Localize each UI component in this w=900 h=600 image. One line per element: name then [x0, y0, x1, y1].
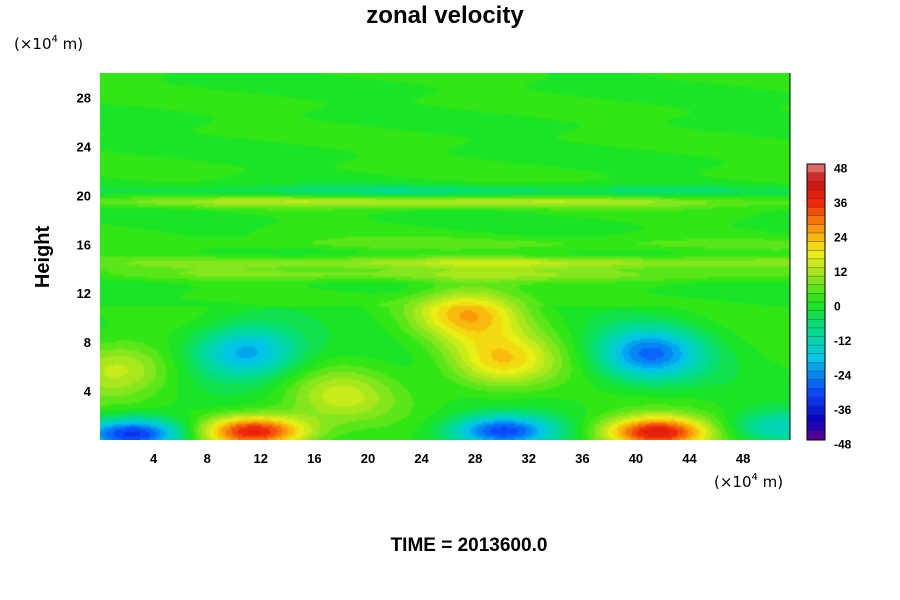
- colorbar-frame: [806, 163, 826, 441]
- colorbar: [806, 163, 826, 441]
- colorbar-tick-label: 48: [834, 161, 848, 175]
- colorbar-swatch: [807, 293, 825, 303]
- colorbar-ticks: 48 36 24 12 0 -12 -24 -36 -48: [834, 161, 852, 451]
- colorbar-tick-label: 24: [834, 230, 848, 244]
- y-axis-ticks: 4 8 12 16 20 24 28: [77, 90, 92, 399]
- colorbar-swatch: [807, 224, 825, 234]
- colorbar-swatch: [807, 267, 825, 277]
- colorbar-swatch: [807, 379, 825, 389]
- time-label: TIME = 2013600.0: [391, 535, 548, 556]
- x-tick-label: 36: [575, 451, 589, 466]
- colorbar-swatch: [807, 327, 825, 337]
- x-axis-unit-exponent: 4: [752, 472, 758, 483]
- y-tick-label: 4: [84, 384, 92, 399]
- x-tick-label: 20: [361, 451, 375, 466]
- colorbar-tick-label: 12: [834, 265, 848, 279]
- x-tick-label: 28: [468, 451, 482, 466]
- colorbar-swatch: [807, 319, 825, 329]
- y-tick-label: 8: [84, 335, 91, 350]
- y-tick-label: 28: [77, 90, 91, 105]
- colorbar-swatch: [807, 371, 825, 381]
- colorbar-tick-label: -12: [834, 334, 852, 348]
- colorbar-swatch: [807, 233, 825, 243]
- x-tick-label: 16: [307, 451, 321, 466]
- colorbar-swatch: [807, 336, 825, 346]
- colorbar-swatch: [807, 414, 825, 424]
- y-axis-unit: (×104 m): [14, 34, 83, 53]
- x-tick-label: 32: [522, 451, 536, 466]
- colorbar-swatch: [807, 362, 825, 372]
- y-tick-label: 12: [77, 286, 91, 301]
- chart-title: zonal velocity: [366, 2, 524, 29]
- plot-area: [100, 73, 791, 440]
- colorbar-swatch: [807, 396, 825, 406]
- x-axis-unit-suffix: m): [758, 473, 783, 491]
- colorbar-swatch: [807, 388, 825, 398]
- colorbar-swatch: [807, 353, 825, 363]
- y-axis-unit-suffix: m): [58, 35, 83, 53]
- y-tick-label: 24: [77, 139, 92, 154]
- colorbar-tick-label: 36: [834, 196, 848, 210]
- colorbar-tick-label: -24: [834, 368, 852, 382]
- colorbar-swatch: [807, 172, 825, 182]
- colorbar-swatch: [807, 207, 825, 217]
- colorbar-tick-label: 0: [834, 299, 841, 313]
- colorbar-swatch: [807, 241, 825, 251]
- colorbar-swatch: [807, 345, 825, 355]
- colorbar-swatch: [807, 189, 825, 199]
- x-tick-label: 12: [254, 451, 268, 466]
- colorbar-swatch: [807, 181, 825, 191]
- colorbar-tick-label: -36: [834, 403, 852, 417]
- colorbar-swatch: [807, 258, 825, 268]
- x-axis-unit-base: (×10: [714, 473, 752, 491]
- y-axis-unit-exponent: 4: [52, 34, 58, 45]
- colorbar-swatch: [807, 302, 825, 312]
- colorbar-swatch: [807, 164, 825, 174]
- x-tick-label: 24: [414, 451, 429, 466]
- y-axis-unit-base: (×10: [14, 35, 52, 53]
- y-tick-label: 16: [77, 237, 91, 252]
- colorbar-swatch: [807, 431, 825, 441]
- colorbar-swatch: [807, 405, 825, 415]
- colorbar-swatch: [807, 198, 825, 208]
- x-tick-label: 4: [150, 451, 158, 466]
- x-tick-label: 8: [204, 451, 211, 466]
- x-axis-unit: (×104 m): [714, 472, 783, 491]
- y-axis-label: Height: [32, 226, 54, 289]
- x-tick-label: 40: [629, 451, 643, 466]
- colorbar-swatch: [807, 284, 825, 294]
- heatmap-field: [100, 73, 790, 440]
- colorbar-swatch: [807, 422, 825, 432]
- colorbar-swatch: [807, 310, 825, 320]
- colorbar-swatch: [807, 215, 825, 225]
- colorbar-swatch: [807, 276, 825, 286]
- colorbar-tick-label: -48: [834, 437, 852, 451]
- colorbar-swatch: [807, 250, 825, 260]
- x-tick-label: 48: [736, 451, 750, 466]
- x-tick-label: 44: [682, 451, 697, 466]
- y-tick-label: 20: [77, 188, 91, 203]
- x-axis-ticks: 4 8 12 16 20 24 28 32 36 40 44 48: [150, 451, 750, 466]
